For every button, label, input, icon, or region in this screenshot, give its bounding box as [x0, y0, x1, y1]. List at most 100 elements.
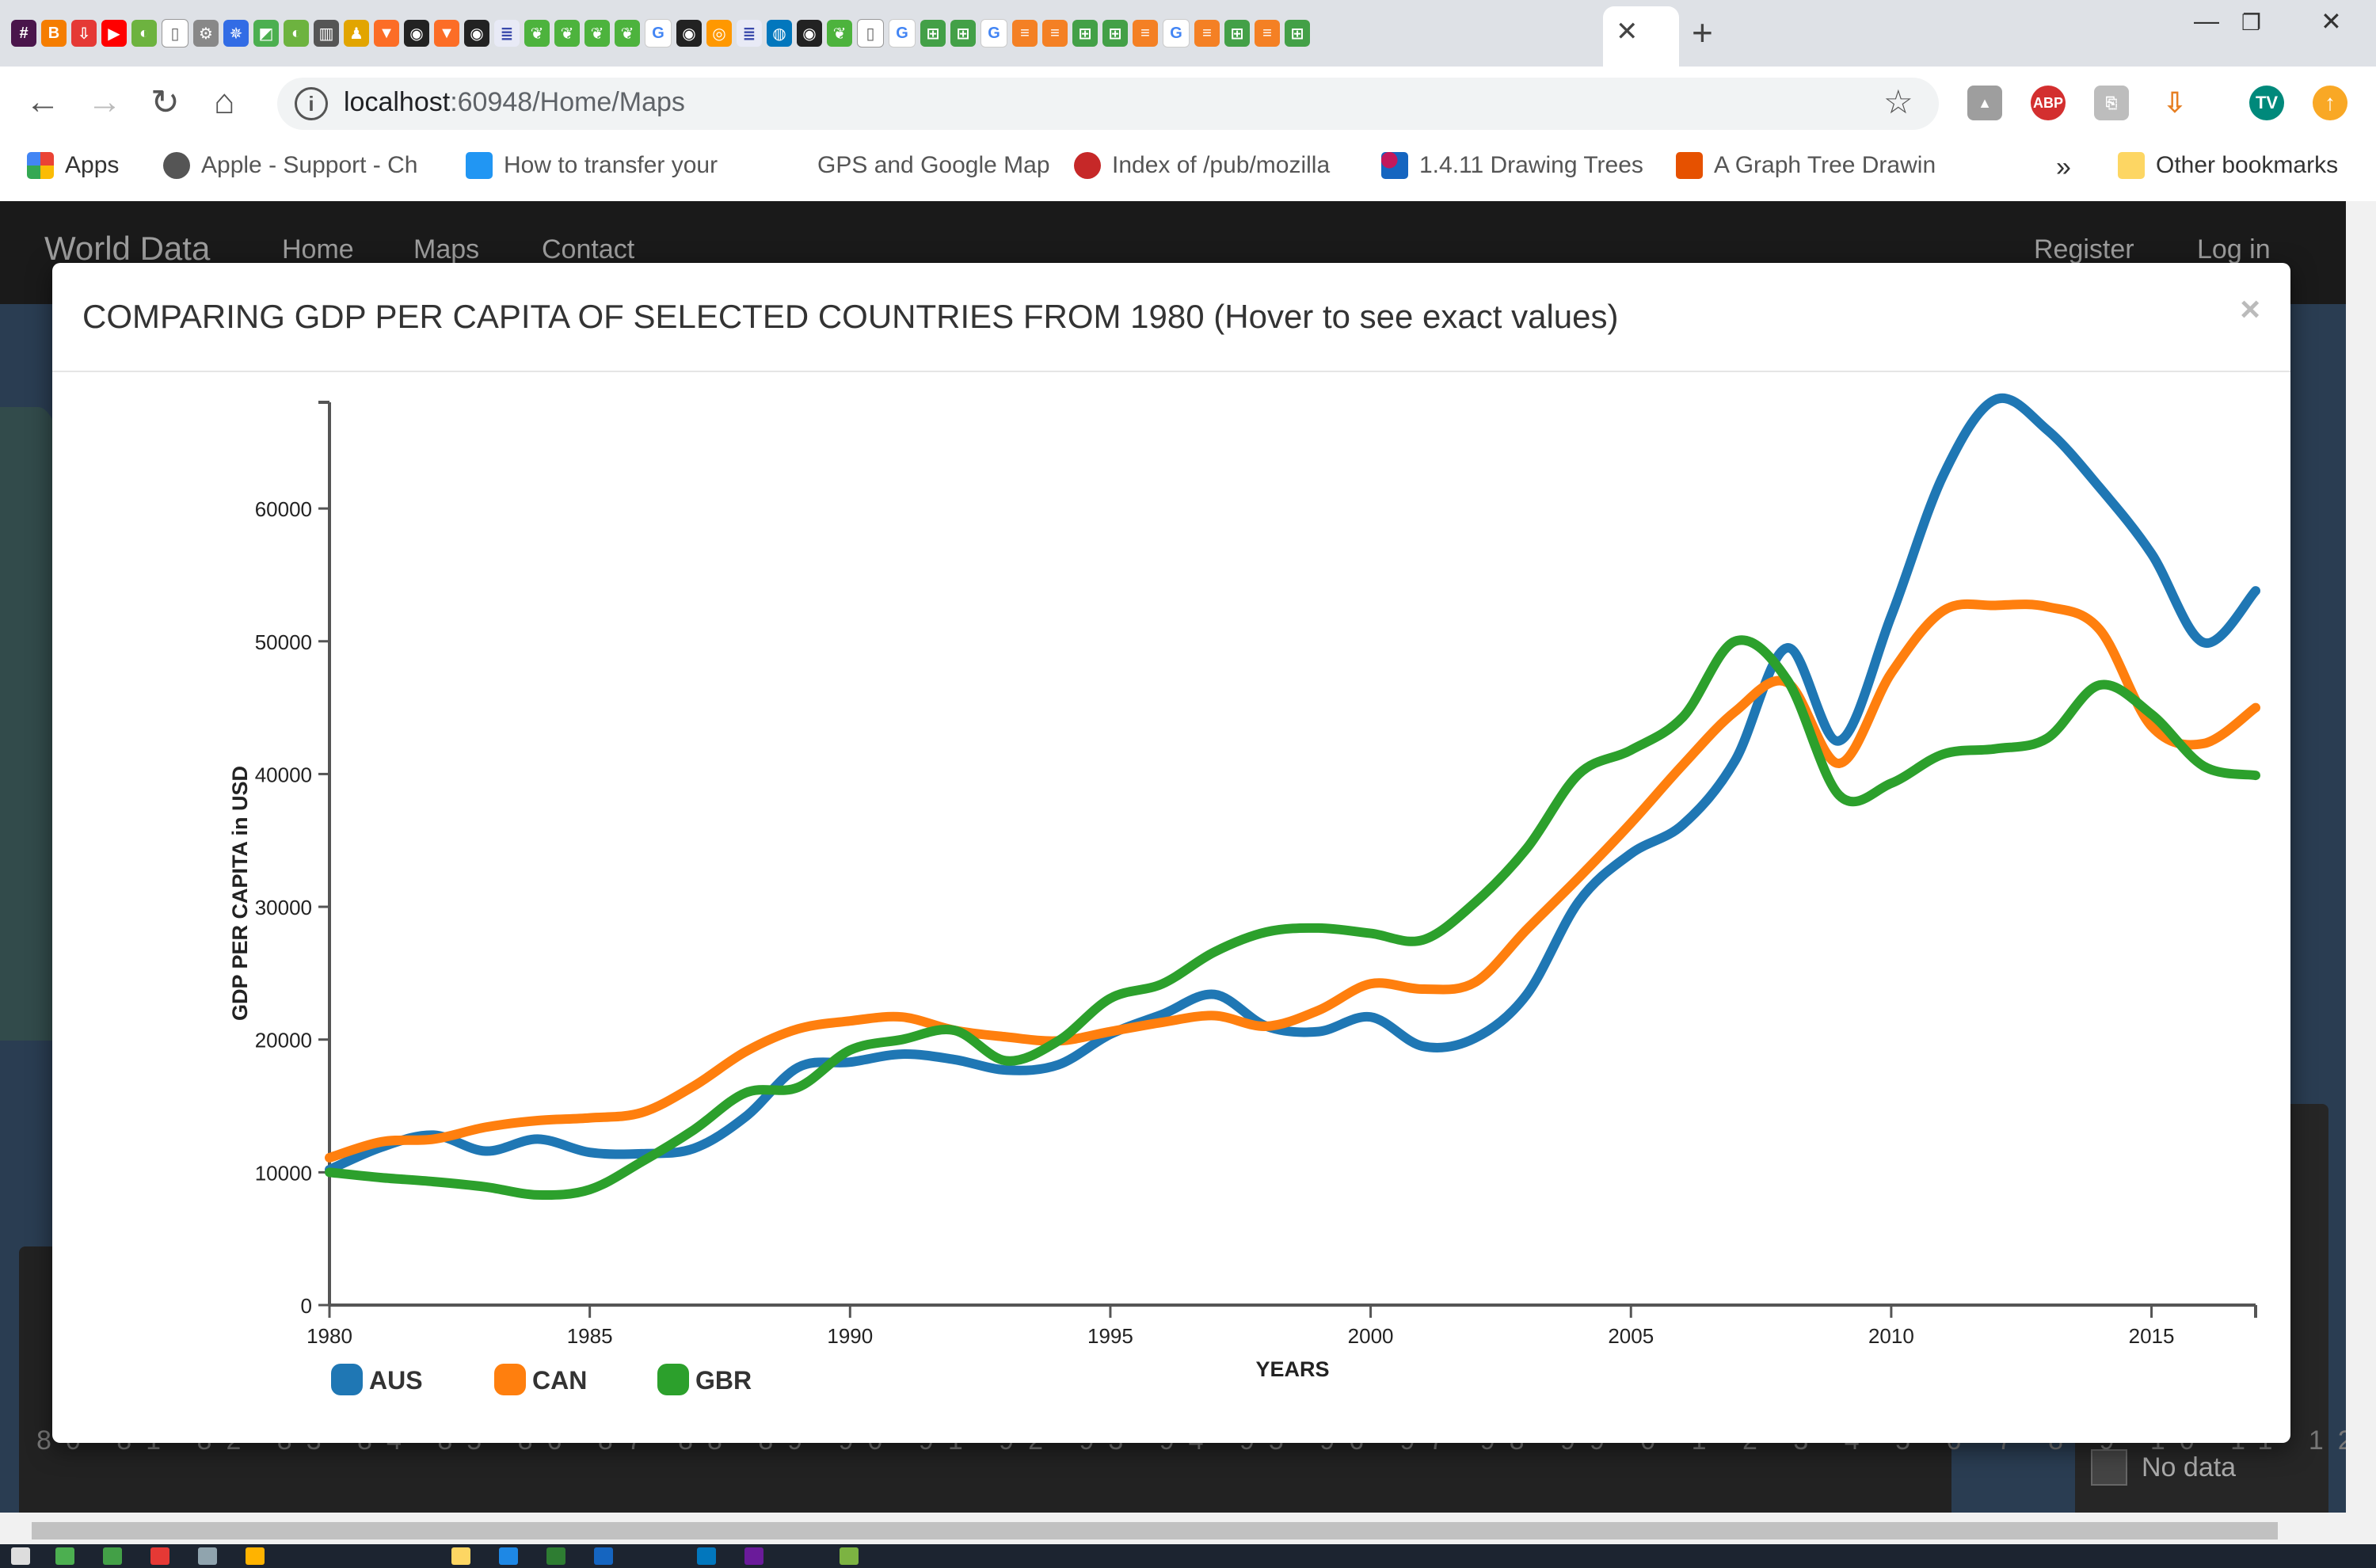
tool-tab-icon[interactable]: ♟ [344, 20, 369, 47]
document-tab-icon[interactable]: ▯ [162, 19, 188, 48]
minimize-window-icon[interactable]: — [2194, 6, 2219, 35]
spring-tab-icon-2[interactable]: ◐ [284, 20, 309, 47]
home-icon[interactable]: ⌂ [214, 82, 235, 121]
bookmark-graph-tree[interactable]: A Graph Tree Drawin [1676, 152, 1936, 179]
update-icon[interactable]: ↑ [2313, 86, 2347, 120]
active-tab[interactable] [1603, 6, 1679, 67]
globe-tab-icon[interactable]: ◍ [767, 20, 792, 47]
legend-label-aus[interactable]: AUS [369, 1366, 423, 1395]
bookmark-apps[interactable]: Apps [27, 152, 119, 179]
series-line-gbr[interactable] [325, 635, 2260, 1201]
series-line-can[interactable] [325, 599, 2260, 1163]
stackoverflow-tab-icon-4[interactable]: ≡ [1194, 20, 1220, 47]
google-tab-icon[interactable]: G [645, 19, 672, 48]
settings-tab-icon[interactable]: ⚙ [193, 20, 219, 47]
target-tab-icon[interactable]: ◎ [706, 20, 732, 47]
bookmarks-overflow-icon[interactable]: » [2056, 152, 2071, 182]
google-tab-icon-3[interactable]: G [980, 19, 1007, 48]
site-brand[interactable]: World Data [44, 230, 211, 267]
taskbar-app-icon[interactable] [55, 1547, 74, 1565]
forward-icon[interactable]: → [87, 82, 122, 121]
mongodb-tab-icon[interactable]: ❦ [524, 20, 550, 47]
taskbar-app-icon[interactable] [198, 1547, 217, 1565]
stackoverflow-tab-icon-5[interactable]: ≡ [1255, 20, 1280, 47]
other-bookmarks[interactable]: Other bookmarks [2118, 152, 2338, 179]
sheet-tab-icon[interactable]: ⊞ [920, 20, 946, 47]
taskbar-folder-icon[interactable] [451, 1547, 470, 1565]
horizontal-scroll-thumb[interactable] [32, 1522, 2278, 1539]
github-tab-icon-3[interactable]: ◉ [676, 20, 702, 47]
bookmark-star-icon[interactable]: ☆ [1883, 83, 1913, 120]
bookmark-drawing-trees[interactable]: 1.4.11 Drawing Trees [1381, 152, 1643, 179]
nav-contact[interactable]: Contact [542, 234, 635, 265]
github-tab-icon[interactable]: ◉ [404, 20, 429, 47]
download-extension-icon[interactable]: ⇩ [2157, 86, 2192, 120]
taskbar-word-icon[interactable] [594, 1547, 613, 1565]
bookmark-apple-support[interactable]: Apple - Support - Ch [163, 152, 417, 179]
sheet-tab-icon-4[interactable]: ⊞ [1102, 20, 1128, 47]
mongodb-tab-icon-3[interactable]: ❦ [584, 20, 610, 47]
youtube-tab-icon[interactable]: ▶ [101, 20, 127, 47]
legend-label-can[interactable]: CAN [532, 1366, 587, 1395]
github-tab-icon-4[interactable]: ◉ [797, 20, 822, 47]
address-bar[interactable] [277, 78, 1939, 130]
download-tab-icon[interactable]: ⇩ [71, 20, 97, 47]
nav-maps[interactable]: Maps [413, 234, 480, 265]
taskbar-chrome-icon[interactable] [150, 1547, 169, 1565]
mongodb-tab-icon-4[interactable]: ❦ [615, 20, 640, 47]
close-window-icon[interactable]: ✕ [2321, 7, 2342, 36]
new-tab-button[interactable]: + [1692, 12, 1713, 53]
gitlab-tab-icon-2[interactable]: ▼ [434, 20, 459, 47]
taskbar-vs-icon[interactable] [744, 1547, 763, 1565]
nav-login[interactable]: Log in [2197, 234, 2271, 265]
back-icon[interactable]: ← [25, 82, 60, 121]
drive-extension-icon[interactable]: ▲ [1967, 86, 2002, 120]
bookmark-mozilla[interactable]: Index of /pub/mozilla [1074, 152, 1330, 179]
github-tab-icon-2[interactable]: ◉ [464, 20, 489, 47]
bookmark-gps[interactable]: GPS and Google Map [817, 152, 1050, 179]
google-tab-icon-2[interactable]: G [889, 19, 916, 48]
profile-avatar[interactable]: TV [2249, 86, 2284, 120]
stackoverflow-tab-icon-2[interactable]: ≡ [1042, 20, 1068, 47]
sheet-tab-icon-2[interactable]: ⊞ [950, 20, 976, 47]
nav-register[interactable]: Register [2034, 234, 2134, 265]
gitlab-tab-icon[interactable]: ▼ [374, 20, 399, 47]
document-tab-icon-2[interactable]: ▯ [857, 19, 884, 48]
reload-icon[interactable]: ↻ [150, 83, 180, 122]
blogger-tab-icon[interactable]: B [41, 20, 67, 47]
google-tab-icon-4[interactable]: G [1163, 19, 1190, 48]
mongodb-tab-icon-2[interactable]: ❦ [554, 20, 580, 47]
docs-tab-icon[interactable]: ≣ [494, 20, 520, 47]
chart-tab-icon[interactable]: ◩ [253, 20, 279, 47]
stackoverflow-tab-icon[interactable]: ≡ [1012, 20, 1038, 47]
spring-tab-icon[interactable]: ◐ [131, 20, 157, 47]
pdf-extension-icon[interactable]: ⎘ [2094, 86, 2129, 120]
taskbar-excel-icon[interactable] [546, 1547, 565, 1565]
kubernetes-tab-icon[interactable]: ✵ [223, 20, 249, 47]
taskbar-outlook-icon[interactable] [499, 1547, 518, 1565]
sheet-tab-icon-3[interactable]: ⊞ [1072, 20, 1098, 47]
stackoverflow-tab-icon-3[interactable]: ≡ [1133, 20, 1158, 47]
close-tab-icon[interactable]: ✕ [1616, 17, 1639, 47]
vertical-scrollbar[interactable] [2346, 201, 2376, 1513]
series-line-aus[interactable] [325, 393, 2260, 1174]
bookmark-transfer[interactable]: How to transfer your [466, 152, 718, 179]
taskbar-app-icon[interactable] [246, 1547, 265, 1565]
slack-tab-icon[interactable]: # [11, 20, 36, 47]
taskbar-vscode-icon[interactable] [697, 1547, 716, 1565]
docs-tab-icon-2[interactable]: ≣ [737, 20, 762, 47]
taskbar-app-icon[interactable] [840, 1547, 859, 1565]
sheet-tab-icon-6[interactable]: ⊞ [1285, 20, 1310, 47]
nav-home[interactable]: Home [282, 234, 354, 265]
mongodb-tab-icon-5[interactable]: ❦ [827, 20, 852, 47]
url-text[interactable]: localhost:60948/Home/Maps [344, 87, 685, 118]
table-tab-icon[interactable]: ▥ [314, 20, 339, 47]
legend-label-gbr[interactable]: GBR [695, 1366, 752, 1395]
start-icon[interactable] [11, 1547, 30, 1565]
info-icon[interactable]: i [295, 87, 328, 120]
sheet-tab-icon-5[interactable]: ⊞ [1224, 20, 1250, 47]
gdp-line-chart[interactable]: 0 10000 20000 30000 40000 50000 60000 1980 1985 1… [52, 263, 2290, 1443]
restore-window-icon[interactable]: ❐ [2241, 10, 2262, 35]
adblock-extension-icon[interactable]: ABP [2031, 86, 2066, 120]
modal-close-button[interactable]: × [2240, 290, 2260, 329]
